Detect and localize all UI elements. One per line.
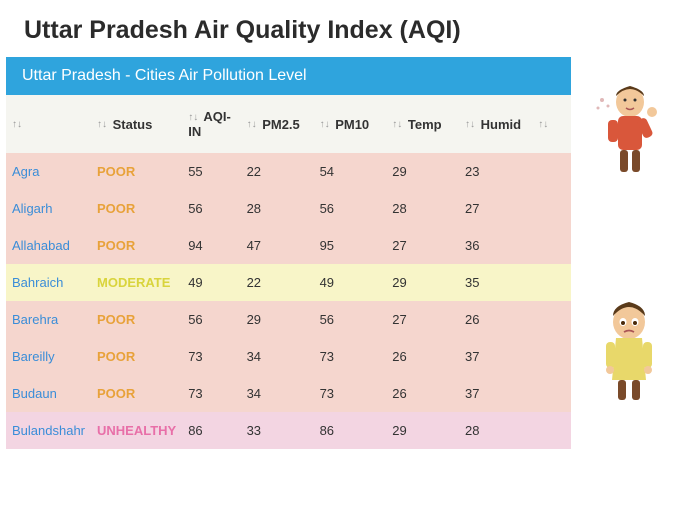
aqi-table-container: ↑↓↑↓ Status↑↓ AQI-IN↑↓ PM2.5↑↓ PM10↑↓ Te… [6,95,571,449]
pm10-cell: 95 [314,227,387,264]
humid-cell: 36 [459,227,532,264]
col-humid[interactable]: ↑↓ Humid [459,95,532,153]
table-row: BahraichMODERATE4922492935 [6,264,571,301]
empty-cell [532,190,571,227]
humid-cell: 37 [459,338,532,375]
temp-cell: 27 [386,227,459,264]
empty-cell [532,412,571,449]
city-cell: Aligarh [6,190,91,227]
table-row: BulandshahrUNHEALTHY8633862928 [6,412,571,449]
table-row: BarehraPOOR5629562726 [6,301,571,338]
temp-cell: 29 [386,153,459,190]
sort-icon[interactable]: ↑↓ [97,121,107,129]
status-cell: POOR [91,375,182,412]
status-cell: POOR [91,227,182,264]
status-cell: UNHEALTHY [91,412,182,449]
status-cell: POOR [91,153,182,190]
col-temp[interactable]: ↑↓ Temp [386,95,459,153]
status-cell: POOR [91,338,182,375]
empty-cell [532,338,571,375]
humid-cell: 27 [459,190,532,227]
col-aqi-in[interactable]: ↑↓ AQI-IN [182,95,240,153]
subtitle-bar: Uttar Pradesh - Cities Air Pollution Lev… [6,57,571,95]
pm10-cell: 73 [314,375,387,412]
city-cell: Agra [6,153,91,190]
city-cell: Allahabad [6,227,91,264]
aqi-cell: 73 [182,375,240,412]
sort-icon[interactable]: ↑↓ [538,121,548,129]
coughing-character-icon [590,78,668,178]
city-cell: Barehra [6,301,91,338]
sort-icon[interactable]: ↑↓ [320,121,330,129]
humid-cell: 37 [459,375,532,412]
status-cell: MODERATE [91,264,182,301]
city-cell: Bareilly [6,338,91,375]
pm25-cell: 22 [241,264,314,301]
pm25-cell: 33 [241,412,314,449]
empty-cell [532,375,571,412]
temp-cell: 28 [386,190,459,227]
sort-icon[interactable]: ↑↓ [465,121,475,129]
temp-cell: 26 [386,338,459,375]
aqi-table: ↑↓↑↓ Status↑↓ AQI-IN↑↓ PM2.5↑↓ PM10↑↓ Te… [6,95,571,449]
aqi-cell: 55 [182,153,240,190]
status-cell: POOR [91,190,182,227]
table-body: AgraPOOR5522542923AligarhPOOR5628562827A… [6,153,571,449]
pm25-cell: 28 [241,190,314,227]
table-row: AgraPOOR5522542923 [6,153,571,190]
col-status[interactable]: ↑↓ Status [91,95,182,153]
col-sort[interactable]: ↑↓ [6,95,91,153]
empty-cell [532,264,571,301]
table-row: BudaunPOOR7334732637 [6,375,571,412]
col-sort[interactable]: ↑↓ [532,95,571,153]
humid-cell: 23 [459,153,532,190]
table-row: AllahabadPOOR9447952736 [6,227,571,264]
aqi-cell: 56 [182,190,240,227]
temp-cell: 29 [386,264,459,301]
pm10-cell: 56 [314,190,387,227]
humid-cell: 28 [459,412,532,449]
col-pm2-5[interactable]: ↑↓ PM2.5 [241,95,314,153]
city-cell: Budaun [6,375,91,412]
temp-cell: 29 [386,412,459,449]
aqi-cell: 49 [182,264,240,301]
humid-cell: 35 [459,264,532,301]
empty-cell [532,227,571,264]
pm25-cell: 34 [241,375,314,412]
table-head: ↑↓↑↓ Status↑↓ AQI-IN↑↓ PM2.5↑↓ PM10↑↓ Te… [6,95,571,153]
pm25-cell: 34 [241,338,314,375]
pm10-cell: 49 [314,264,387,301]
status-cell: POOR [91,301,182,338]
aqi-cell: 56 [182,301,240,338]
table-row: AligarhPOOR5628562827 [6,190,571,227]
sort-icon[interactable]: ↑↓ [188,114,198,122]
sort-icon[interactable]: ↑↓ [392,121,402,129]
pm25-cell: 22 [241,153,314,190]
aqi-cell: 73 [182,338,240,375]
aqi-cell: 86 [182,412,240,449]
sort-icon[interactable]: ↑↓ [12,121,22,129]
pm25-cell: 47 [241,227,314,264]
empty-cell [532,301,571,338]
empty-cell [532,153,571,190]
col-pm10[interactable]: ↑↓ PM10 [314,95,387,153]
sort-icon[interactable]: ↑↓ [247,121,257,129]
temp-cell: 26 [386,375,459,412]
city-cell: Bahraich [6,264,91,301]
pm25-cell: 29 [241,301,314,338]
city-cell: Bulandshahr [6,412,91,449]
page-title: Uttar Pradesh Air Quality Index (AQI) [0,0,680,57]
temp-cell: 27 [386,301,459,338]
humid-cell: 26 [459,301,532,338]
sad-character-icon [590,296,668,406]
pm10-cell: 56 [314,301,387,338]
aqi-cell: 94 [182,227,240,264]
pm10-cell: 73 [314,338,387,375]
table-row: BareillyPOOR7334732637 [6,338,571,375]
pm10-cell: 86 [314,412,387,449]
pm10-cell: 54 [314,153,387,190]
